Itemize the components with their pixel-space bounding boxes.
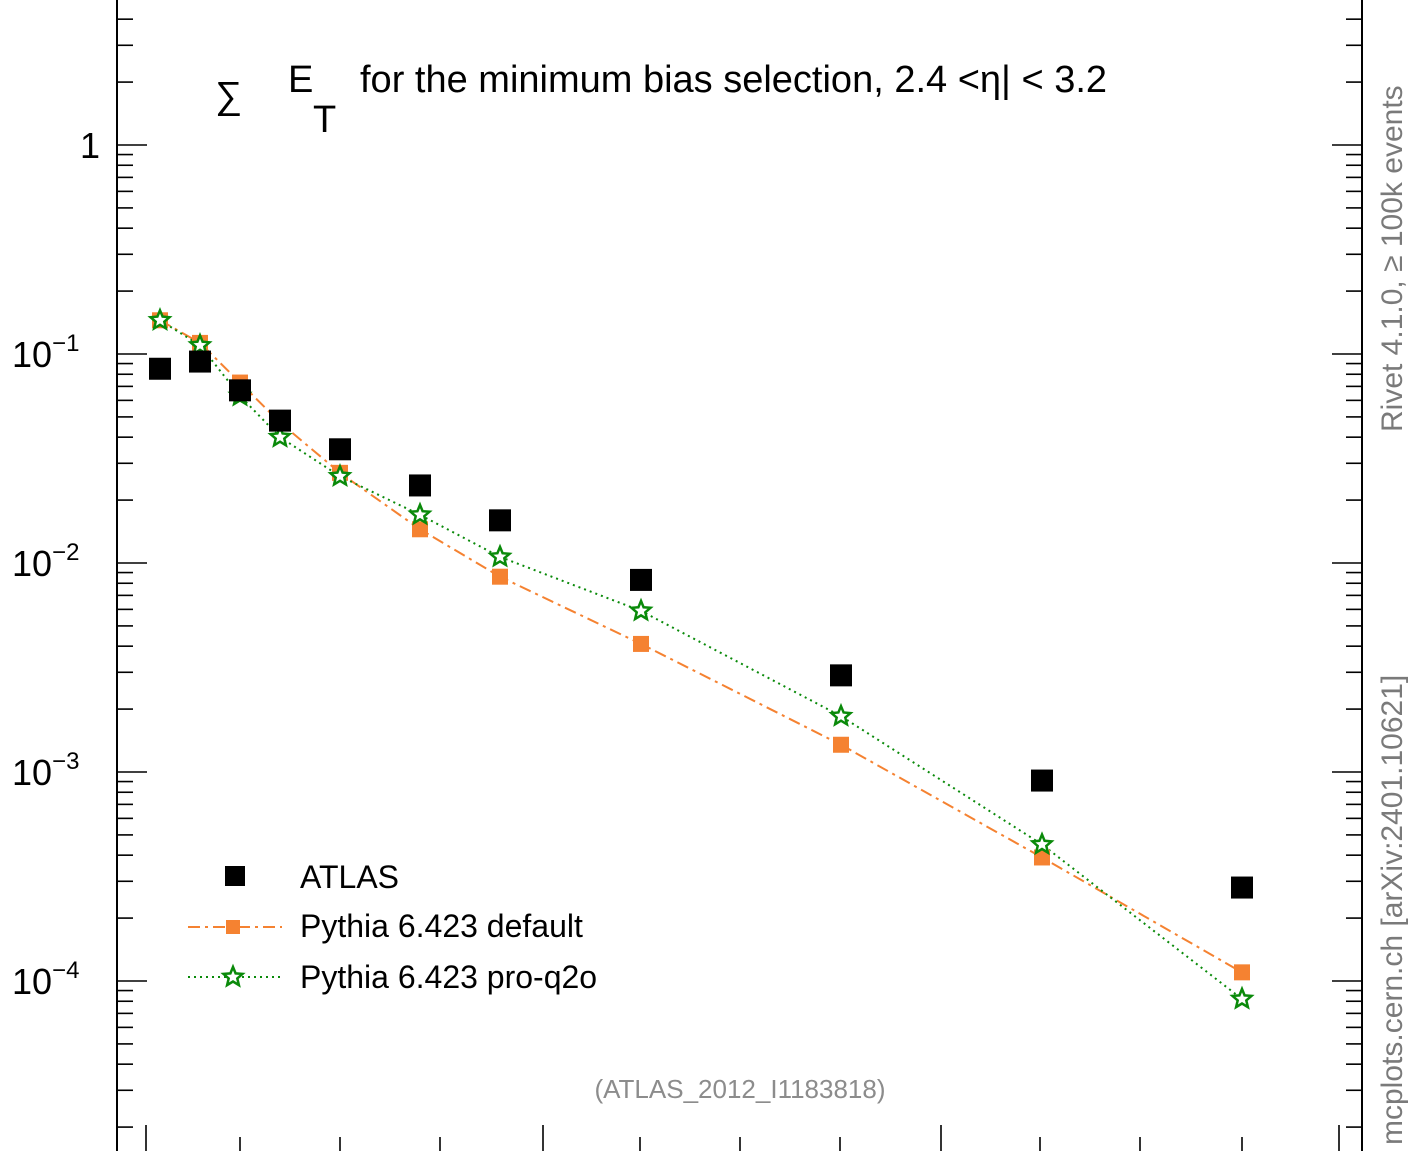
proq2o-point (1029, 831, 1055, 856)
y-tick-label: 10−1 (12, 330, 79, 375)
default-point (633, 635, 649, 652)
y-tick-label: 10−4 (12, 957, 79, 1002)
atlas-point (1231, 876, 1253, 899)
legend-default-marker (226, 920, 240, 934)
default-point (492, 568, 508, 585)
atlas-point (229, 379, 251, 402)
legend-atlas-label: ATLAS (300, 859, 399, 895)
title-text: for the minimum bias selection, 2.4 <η| … (360, 59, 1107, 101)
proq2o-point (327, 463, 353, 488)
series-proq2o-line (159, 319, 1243, 1000)
plot-frame (116, 0, 1363, 1151)
atlas-point (409, 474, 431, 497)
default-point (833, 736, 849, 753)
series-markers (147, 307, 1255, 1010)
default-point (1034, 849, 1050, 866)
proq2o-point (828, 702, 854, 727)
atlas-point (149, 357, 171, 380)
rivet-side-label: Rivet 4.1.0, ≥ 100k events (1376, 85, 1409, 432)
y-tick-labels: 1 10−1 10−2 10−3 10−4 (12, 125, 100, 1002)
proq2o-point (1229, 985, 1255, 1010)
proq2o-point (487, 543, 513, 568)
proq2o-point (407, 501, 433, 526)
analysis-annotation: (ATLAS_2012_I1183818) (594, 1074, 885, 1104)
legend: ATLAS Pythia 6.423 default Pythia 6.423 … (188, 859, 597, 995)
legend-default-label: Pythia 6.423 default (300, 908, 583, 944)
legend-proq2o-marker (220, 963, 246, 988)
axis-ticks (117, 18, 1362, 1151)
atlas-point (329, 438, 351, 461)
title-subscript: T (313, 99, 336, 141)
atlas-point (1031, 769, 1053, 792)
proq2o-point (267, 423, 293, 448)
legend-proq2o-label: Pythia 6.423 pro-q2o (300, 959, 597, 995)
proq2o-point (147, 307, 173, 332)
atlas-point (269, 409, 291, 432)
proq2o-point (628, 597, 654, 622)
y-tick-label: 10−2 (12, 539, 79, 584)
atlas-point (830, 664, 852, 687)
title-sum-symbol: ∑ (215, 75, 242, 117)
y-tick-label: 1 (80, 125, 100, 166)
chart-title: ∑ E T for the minimum bias selection, 2.… (215, 59, 1107, 141)
atlas-point (630, 568, 652, 591)
default-point (1234, 964, 1250, 981)
proq2o-point (187, 331, 213, 357)
title-quantity: E (288, 59, 313, 101)
legend-atlas-marker (225, 866, 245, 886)
atlas-point (489, 509, 511, 532)
atlas-point (189, 350, 211, 373)
series-lines (159, 319, 1243, 1000)
y-tick-label: 10−3 (12, 748, 79, 793)
mcplots-side-label: mcplots.cern.ch [arXiv:2401.10621] (1376, 675, 1409, 1145)
default-point (412, 521, 428, 538)
